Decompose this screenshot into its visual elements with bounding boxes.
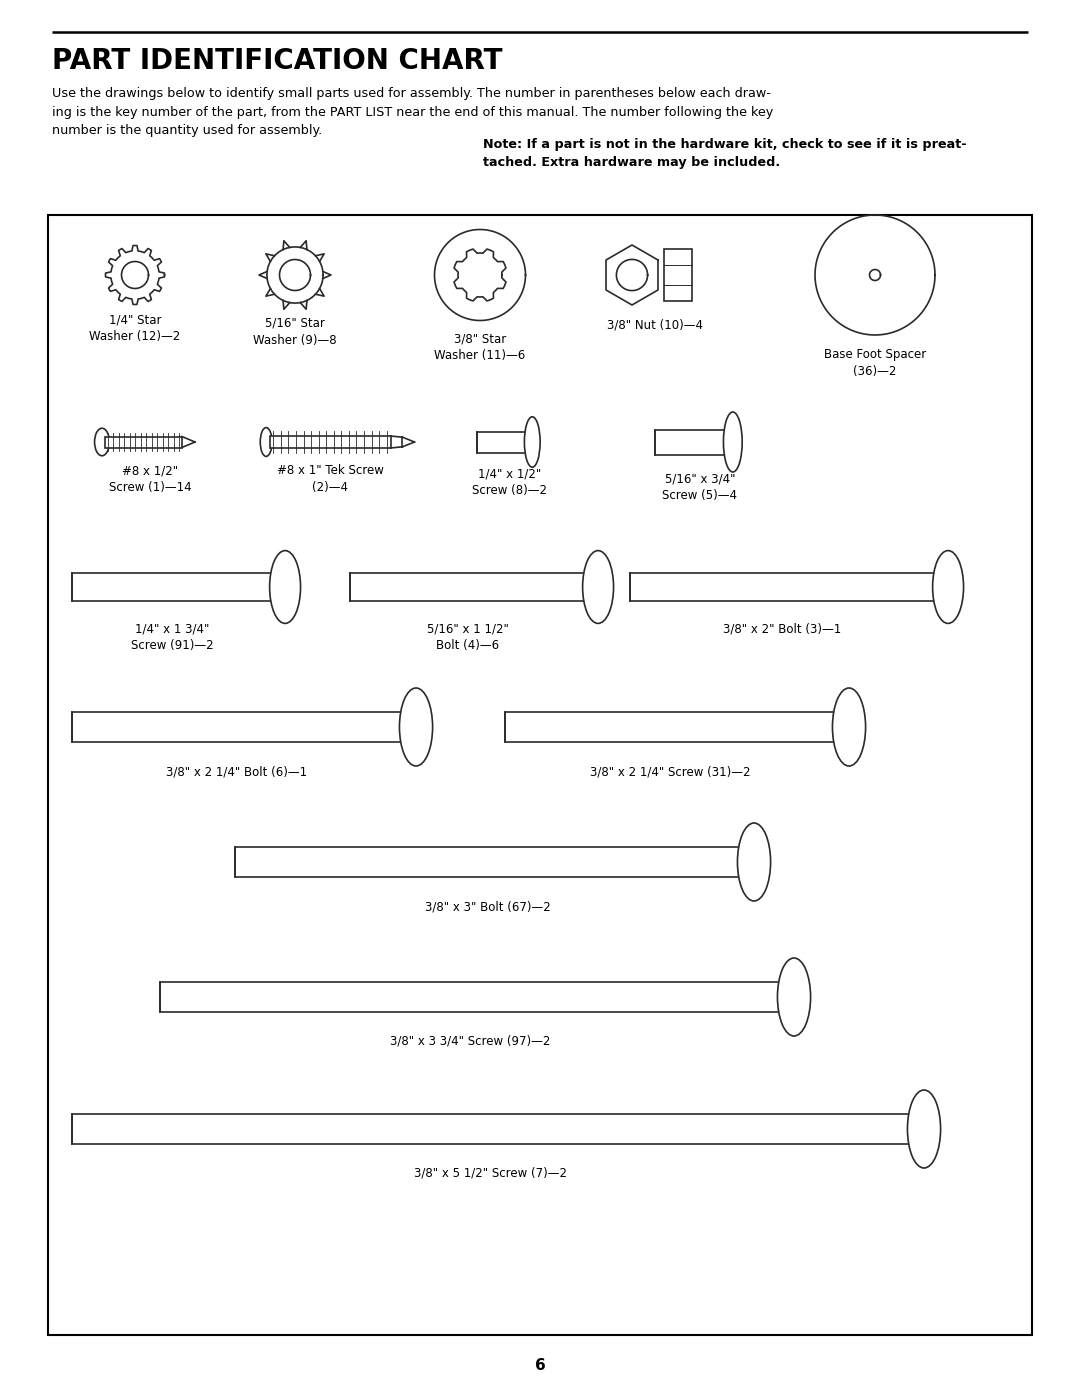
Text: 6: 6 bbox=[535, 1358, 545, 1372]
Bar bbox=[654, 429, 728, 454]
Text: 3/8" x 2 1/4" Screw (31)—2: 3/8" x 2 1/4" Screw (31)—2 bbox=[590, 766, 751, 778]
Ellipse shape bbox=[270, 550, 300, 623]
Bar bbox=[48, 215, 1032, 1336]
Text: #8 x 1" Tek Screw
(2)—4: #8 x 1" Tek Screw (2)—4 bbox=[276, 464, 383, 495]
Bar bbox=[630, 573, 935, 601]
Text: Base Foot Spacer
(36)—2: Base Foot Spacer (36)—2 bbox=[824, 348, 927, 379]
Bar bbox=[350, 573, 585, 601]
Text: 3/8" Star
Washer (11)—6: 3/8" Star Washer (11)—6 bbox=[434, 332, 526, 362]
Ellipse shape bbox=[724, 412, 742, 472]
Text: 3/8" x 3" Bolt (67)—2: 3/8" x 3" Bolt (67)—2 bbox=[424, 900, 551, 914]
Ellipse shape bbox=[525, 416, 540, 467]
Bar bbox=[270, 436, 391, 448]
Text: 3/8" x 3 3/4" Screw (97)—2: 3/8" x 3 3/4" Screw (97)—2 bbox=[390, 1035, 550, 1048]
Text: 5/16" Star
Washer (9)—8: 5/16" Star Washer (9)—8 bbox=[253, 317, 337, 346]
Text: 1/4" x 1 3/4"
Screw (91)—2: 1/4" x 1 3/4" Screw (91)—2 bbox=[131, 622, 214, 652]
Ellipse shape bbox=[907, 1090, 941, 1168]
Text: 1/4" x 1/2"
Screw (8)—2: 1/4" x 1/2" Screw (8)—2 bbox=[472, 467, 548, 497]
Text: PART IDENTIFICATION CHART: PART IDENTIFICATION CHART bbox=[52, 47, 502, 75]
Bar bbox=[72, 712, 402, 742]
Bar bbox=[664, 249, 692, 300]
Text: 1/4" Star
Washer (12)—2: 1/4" Star Washer (12)—2 bbox=[90, 313, 180, 344]
Text: Note: If a part is not in the hardware kit, check to see if it is preat-
tached.: Note: If a part is not in the hardware k… bbox=[483, 137, 967, 169]
Text: 5/16" x 3/4"
Screw (5)—4: 5/16" x 3/4" Screw (5)—4 bbox=[662, 472, 738, 502]
Text: 3/8" Nut (10)—4: 3/8" Nut (10)—4 bbox=[607, 319, 703, 332]
Bar bbox=[72, 1113, 910, 1144]
Ellipse shape bbox=[778, 958, 811, 1037]
Text: 3/8" x 2" Bolt (3)—1: 3/8" x 2" Bolt (3)—1 bbox=[724, 622, 841, 636]
Ellipse shape bbox=[738, 823, 771, 901]
Ellipse shape bbox=[582, 550, 613, 623]
Text: 3/8" x 2 1/4" Bolt (6)—1: 3/8" x 2 1/4" Bolt (6)—1 bbox=[166, 766, 308, 778]
Text: 3/8" x 5 1/2" Screw (7)—2: 3/8" x 5 1/2" Screw (7)—2 bbox=[415, 1166, 567, 1180]
Ellipse shape bbox=[933, 550, 963, 623]
Bar bbox=[160, 982, 780, 1011]
Bar bbox=[72, 573, 272, 601]
Bar bbox=[235, 847, 740, 877]
Ellipse shape bbox=[95, 429, 109, 455]
Ellipse shape bbox=[400, 687, 433, 766]
Bar bbox=[477, 432, 528, 453]
Bar bbox=[505, 712, 835, 742]
Bar bbox=[105, 436, 181, 447]
Ellipse shape bbox=[260, 427, 272, 457]
Text: #8 x 1/2"
Screw (1)—14: #8 x 1/2" Screw (1)—14 bbox=[109, 464, 191, 495]
Text: 5/16" x 1 1/2"
Bolt (4)—6: 5/16" x 1 1/2" Bolt (4)—6 bbox=[427, 622, 509, 652]
Text: Use the drawings below to identify small parts used for assembly. The number in : Use the drawings below to identify small… bbox=[52, 87, 773, 137]
Ellipse shape bbox=[833, 687, 865, 766]
